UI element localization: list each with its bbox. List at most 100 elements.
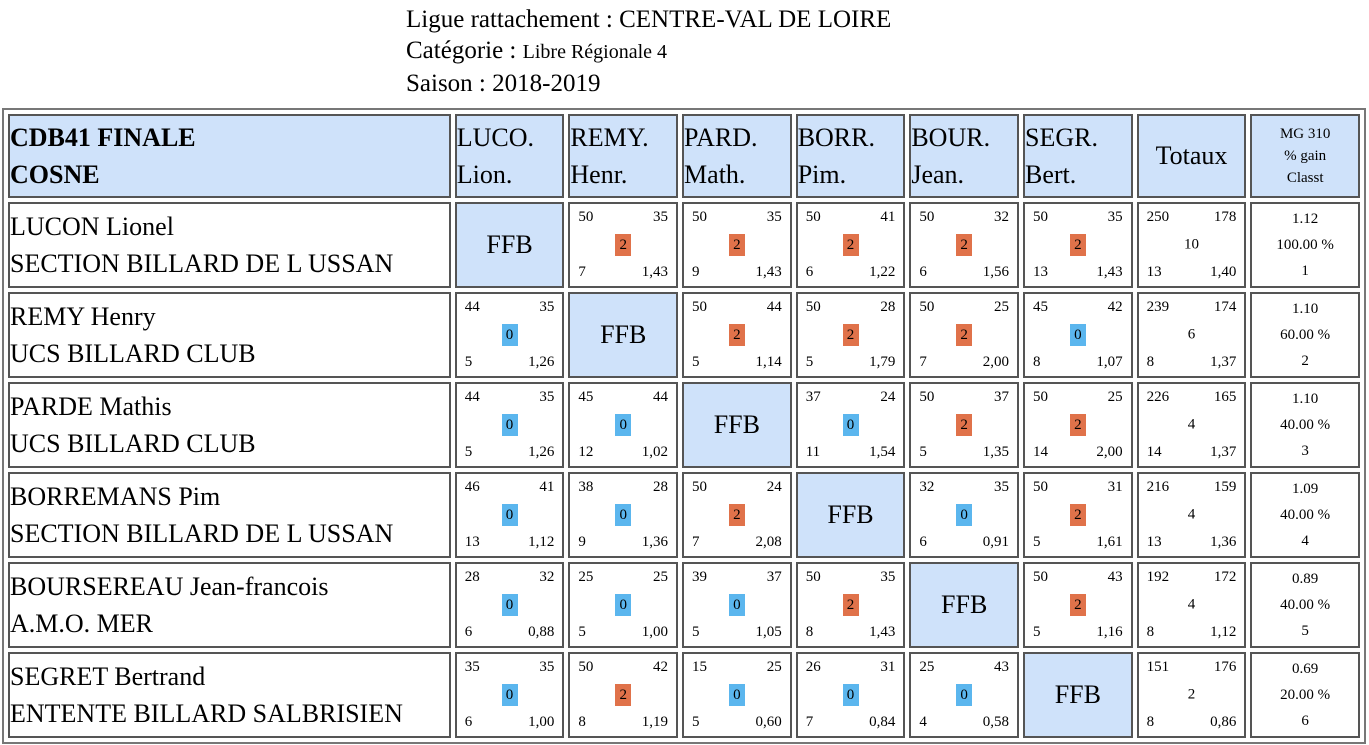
match-score-wrap: 0 [570, 504, 676, 526]
reprises: 5 [1033, 534, 1041, 550]
opponent-points: 35 [539, 659, 555, 675]
reprises: 14 [1033, 444, 1048, 460]
reprises: 11 [805, 444, 821, 460]
match-cell: 46 41 0 13 1,12 [454, 472, 565, 558]
totals-cell: 192 172 4 8 1,12 [1136, 562, 1247, 648]
total-reprises: 8 [1146, 624, 1155, 640]
total-points: 226 [1146, 389, 1170, 405]
column-header-line2: Math. [684, 160, 746, 189]
points: 50 [919, 209, 935, 225]
categorie-line: Catégorie : Libre Régionale 4 [406, 35, 891, 68]
match-score-wrap: 2 [684, 504, 790, 526]
mg-value: 1.12 [1292, 211, 1319, 227]
opponent-points: 37 [766, 569, 782, 585]
moyenne: 1,05 [755, 624, 782, 640]
mg-cell: 1.12 100.00 % 1 [1250, 202, 1360, 288]
reprises: 5 [692, 354, 700, 370]
classement: 4 [1301, 533, 1309, 549]
points: 28 [464, 569, 480, 585]
match-score-badge: 0 [842, 414, 859, 436]
points: 44 [464, 299, 480, 315]
column-header-line1: PARD. [684, 123, 758, 152]
reprises: 5 [805, 354, 814, 370]
opponent-points: 35 [766, 209, 782, 225]
match-cell: 50 28 2 5 1,79 [795, 292, 906, 378]
player-club: A.M.O. MER [10, 609, 154, 638]
match-score-badge: 2 [728, 234, 745, 256]
moyenne: 2,00 [982, 354, 1009, 370]
totals-cell: 250 178 10 13 1,40 [1136, 202, 1247, 288]
mg-header: MG 310 % gain Classt [1250, 114, 1360, 198]
match-score-wrap: 2 [570, 684, 676, 706]
column-header-line1: BOUR. [911, 123, 991, 152]
opponent-points: 37 [994, 389, 1009, 405]
match-score-wrap: 0 [570, 414, 676, 436]
moyenne: 1,12 [528, 534, 555, 550]
total-points: 151 [1146, 659, 1170, 675]
match-score-wrap: 0 [457, 414, 563, 436]
match-score-badge: 2 [1069, 234, 1086, 256]
match-score-badge: 0 [956, 504, 973, 526]
player-club: SECTION BILLARD DE L USSAN [10, 519, 394, 548]
match-score-badge: 2 [1069, 414, 1086, 436]
opponent-points: 28 [653, 479, 669, 495]
classement: 5 [1301, 623, 1309, 639]
moyenne: 2,00 [1096, 444, 1123, 460]
match-cell: 50 35 2 9 1,43 [682, 202, 792, 288]
reprises: 7 [578, 264, 586, 280]
opponent-points: 35 [539, 299, 555, 315]
mg-cell: 1.10 60.00 % 2 [1250, 292, 1360, 378]
match-score-badge: 0 [615, 594, 632, 616]
match-cell: 28 32 0 6 0,88 [454, 562, 565, 648]
match-score-wrap: 0 [457, 684, 563, 706]
mg-cell: 0.69 20.00 % 6 [1250, 652, 1360, 738]
column-header-1: REMY. Henr. [568, 114, 679, 198]
total-reprises: 14 [1146, 444, 1162, 460]
total-reprises: 13 [1146, 534, 1162, 550]
player-cell: BORREMANS Pim SECTION BILLARD DE L USSAN [8, 472, 451, 558]
match-score-badge: 2 [728, 324, 745, 346]
total-opponent-points: 172 [1213, 569, 1237, 585]
column-header-line2: Lion. [456, 160, 513, 189]
table-row: BORREMANS Pim SECTION BILLARD DE L USSAN 4… [8, 472, 1360, 558]
moyenne: 0,84 [869, 714, 896, 730]
moyenne: 1,07 [1096, 354, 1123, 370]
match-cell: 44 35 0 5 1,26 [454, 292, 565, 378]
total-score: 4 [1187, 416, 1196, 433]
player-club: ENTENTE BILLARD SALBRISIEN [10, 699, 403, 728]
player-club: UCS BILLARD CLUB [10, 339, 256, 368]
totaux-header: Totaux [1136, 114, 1247, 198]
match-score-wrap: 2 [1025, 414, 1131, 436]
points: 35 [464, 659, 480, 675]
classement: 1 [1301, 263, 1309, 279]
match-score-badge: 2 [956, 414, 973, 436]
match-score-badge: 2 [956, 324, 973, 346]
match-cell: 50 43 2 5 1,16 [1023, 562, 1133, 648]
classement: 3 [1301, 443, 1309, 459]
moyenne: 1,43 [1096, 264, 1123, 280]
mg-value: 1.09 [1292, 481, 1319, 497]
reprises: 8 [805, 624, 814, 640]
total-points: 192 [1146, 569, 1170, 585]
match-score-badge: 2 [842, 594, 859, 616]
match-score-wrap: 0 [457, 594, 563, 616]
title-line2: COSNE [10, 160, 100, 189]
match-cell: 15 25 0 5 0,60 [682, 652, 792, 738]
match-cell: 50 44 2 5 1,14 [682, 292, 792, 378]
opponent-points: 35 [539, 389, 555, 405]
moyenne: 1,54 [869, 444, 896, 460]
total-moyenne: 1,37 [1210, 444, 1237, 460]
reprises: 9 [578, 534, 586, 550]
match-cell: 50 35 2 8 1,43 [795, 562, 906, 648]
totals-cell: 239 174 6 8 1,37 [1136, 292, 1247, 378]
reprises: 6 [919, 534, 927, 550]
reprises: 5 [692, 714, 700, 730]
opponent-points: 44 [766, 299, 782, 315]
column-header-2: PARD. Math. [682, 114, 792, 198]
column-header-line1: SEGR. [1025, 123, 1098, 152]
points: 26 [805, 659, 821, 675]
mg-cell: 1.09 40.00 % 4 [1250, 472, 1360, 558]
mg-cell: 1.10 40.00 % 3 [1250, 382, 1360, 468]
points: 50 [692, 299, 708, 315]
player-club: UCS BILLARD CLUB [10, 429, 256, 458]
